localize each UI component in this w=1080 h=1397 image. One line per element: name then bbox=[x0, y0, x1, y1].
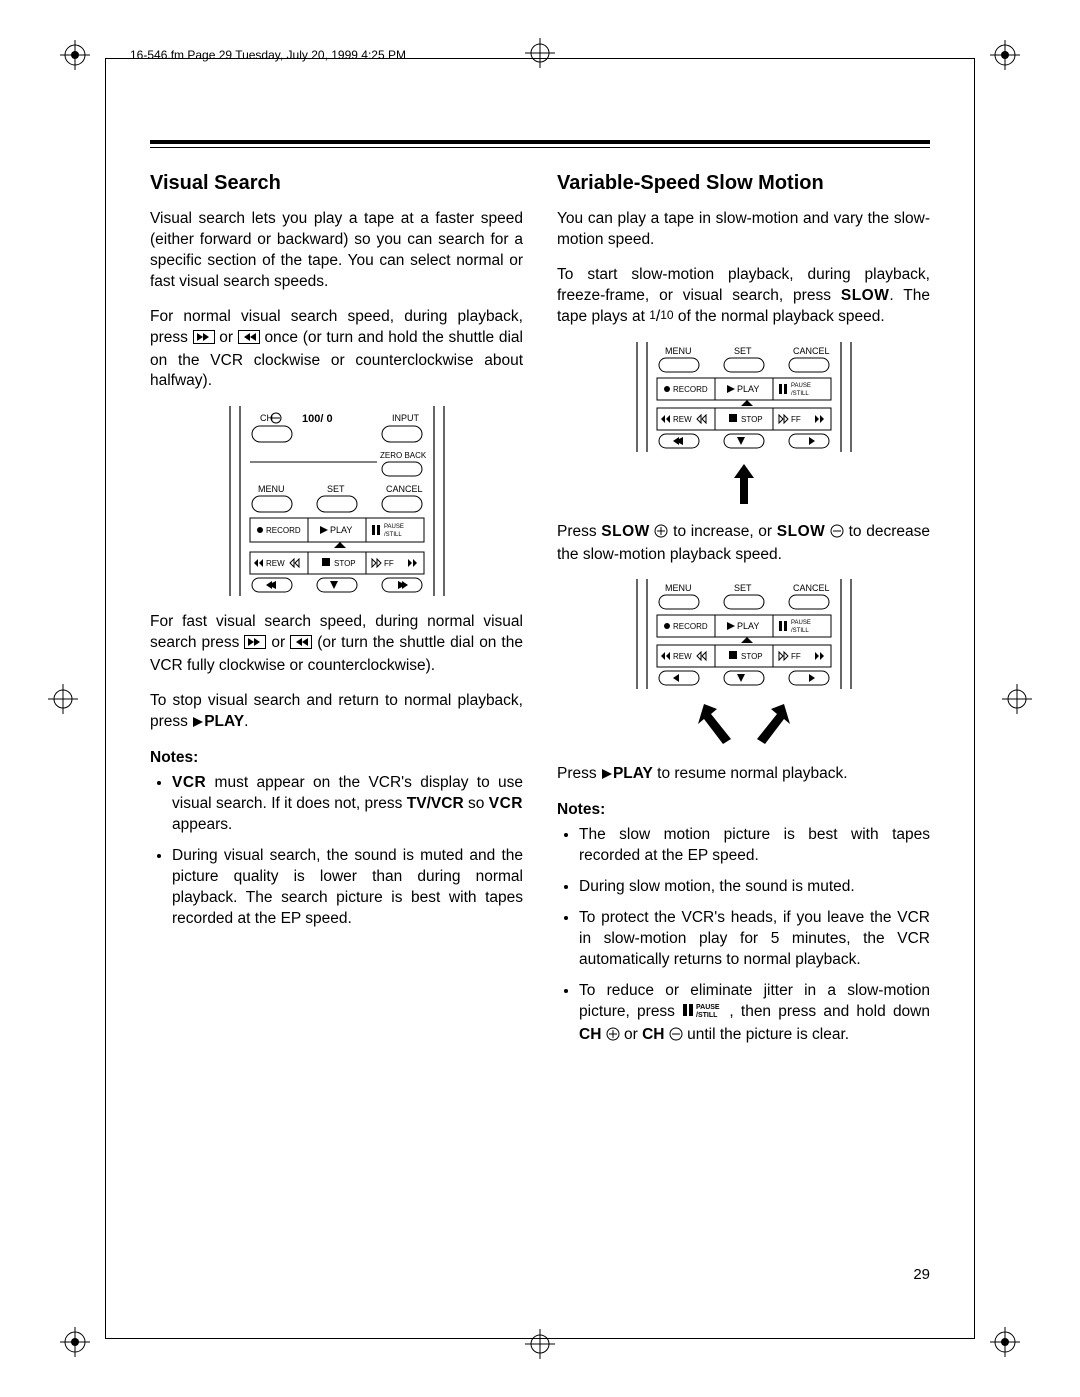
crop-mark-mr bbox=[1002, 684, 1032, 714]
crop-mark-tr bbox=[990, 40, 1020, 70]
remote-diagram-small-2: MENU SET CANCEL RECORD PLAY PAUSE/STILL RE… bbox=[629, 579, 859, 689]
svg-text:MENU: MENU bbox=[665, 346, 692, 356]
frame-right bbox=[974, 58, 975, 1339]
remote-diagram-small-1: MENU SET CANCEL RECORD PLAY PAUSE/STILL RE… bbox=[629, 342, 859, 452]
play-icon bbox=[601, 766, 613, 787]
svg-text:PAUSE: PAUSE bbox=[384, 524, 404, 530]
ff-icon bbox=[193, 330, 215, 351]
minus-circle-icon bbox=[669, 1027, 683, 1048]
svg-text:STOP: STOP bbox=[741, 652, 763, 661]
svg-text:CANCEL: CANCEL bbox=[386, 484, 423, 494]
notes-list-right: The slow motion picture is best with tap… bbox=[557, 825, 930, 1047]
svg-text:RECORD: RECORD bbox=[673, 385, 708, 394]
double-rule bbox=[150, 140, 930, 148]
svg-text:RECORD: RECORD bbox=[673, 622, 708, 631]
rew-icon bbox=[238, 330, 260, 351]
svg-text:REW: REW bbox=[673, 415, 692, 424]
crop-mark-ml bbox=[48, 684, 78, 714]
svg-text:SET: SET bbox=[734, 346, 752, 356]
svg-text:/STILL: /STILL bbox=[791, 391, 809, 397]
sm-p2: To start slow-motion playback, during pl… bbox=[557, 265, 930, 328]
svg-text:SET: SET bbox=[327, 484, 345, 494]
svg-text:SET: SET bbox=[734, 583, 752, 593]
note-r4: To reduce or eliminate jitter in a slow-… bbox=[579, 981, 930, 1048]
svg-text:MENU: MENU bbox=[258, 484, 285, 494]
frame-bottom bbox=[105, 1338, 975, 1339]
note-r1: The slow motion picture is best with tap… bbox=[579, 825, 930, 867]
play-icon bbox=[192, 714, 204, 735]
heading-slow-motion: Variable-Speed Slow Motion bbox=[557, 172, 930, 195]
svg-text:PAUSE: PAUSE bbox=[791, 620, 811, 626]
notes-heading-left: Notes: bbox=[150, 749, 523, 767]
svg-text:CANCEL: CANCEL bbox=[793, 583, 830, 593]
notes-heading-right: Notes: bbox=[557, 801, 930, 819]
svg-text:PAUSE: PAUSE bbox=[791, 383, 811, 389]
arrow-up bbox=[557, 462, 930, 512]
sm-p4: Press PLAY to resume normal playback. bbox=[557, 764, 930, 787]
page-number: 29 bbox=[913, 1266, 930, 1283]
svg-text:STOP: STOP bbox=[334, 559, 356, 568]
remote-diagram-large: CH 100/ 0 INPUT ZERO BACK MENU SET CANCE… bbox=[222, 406, 452, 596]
svg-text:RECORD: RECORD bbox=[266, 526, 301, 535]
sm-p1: You can play a tape in slow-motion and v… bbox=[557, 209, 930, 251]
svg-text:/STILL: /STILL bbox=[696, 1012, 718, 1018]
vs-p1: Visual search lets you play a tape at a … bbox=[150, 209, 523, 293]
svg-text:FF: FF bbox=[384, 559, 394, 568]
note-l1: VCR must appear on the VCR's display to … bbox=[172, 773, 523, 836]
svg-text:REW: REW bbox=[673, 652, 692, 661]
crop-mark-tl bbox=[60, 40, 90, 70]
crop-mark-bl bbox=[60, 1327, 90, 1357]
crop-mark-mb bbox=[525, 1329, 555, 1359]
page: 16-546.fm Page 29 Tuesday, July 20, 1999… bbox=[0, 0, 1080, 1397]
svg-text:/STILL: /STILL bbox=[791, 628, 809, 634]
svg-text:FF: FF bbox=[791, 652, 801, 661]
svg-text:/STILL: /STILL bbox=[384, 532, 402, 538]
svg-text:STOP: STOP bbox=[741, 415, 763, 424]
heading-visual-search: Visual Search bbox=[150, 172, 523, 195]
plus-circle-icon bbox=[654, 524, 668, 545]
vs-p2: For normal visual search speed, during p… bbox=[150, 307, 523, 393]
svg-text:FF: FF bbox=[791, 415, 801, 424]
right-column: Variable-Speed Slow Motion You can play … bbox=[557, 172, 930, 1058]
content: Visual Search Visual search lets you pla… bbox=[150, 140, 930, 1277]
note-l2: During visual search, the sound is muted… bbox=[172, 846, 523, 930]
svg-text:MENU: MENU bbox=[665, 583, 692, 593]
minus-circle-icon bbox=[830, 524, 844, 545]
svg-text:PLAY: PLAY bbox=[737, 621, 759, 631]
crop-mark-mt bbox=[525, 38, 555, 68]
svg-text:ZERO BACK: ZERO BACK bbox=[380, 451, 427, 460]
pause-still-icon: PAUSE/STILL bbox=[682, 1002, 722, 1025]
left-column: Visual Search Visual search lets you pla… bbox=[150, 172, 523, 1058]
note-r3: To protect the VCR's heads, if you leave… bbox=[579, 908, 930, 971]
svg-text:PLAY: PLAY bbox=[330, 525, 352, 535]
header-text: 16-546.fm Page 29 Tuesday, July 20, 1999… bbox=[130, 48, 406, 62]
svg-text:PLAY: PLAY bbox=[737, 384, 759, 394]
svg-text:REW: REW bbox=[266, 559, 285, 568]
arrows-diag bbox=[557, 699, 930, 754]
vs-p4: To stop visual search and return to norm… bbox=[150, 691, 523, 735]
svg-text:INPUT: INPUT bbox=[392, 413, 420, 423]
ff-icon bbox=[244, 635, 266, 656]
notes-list-left: VCR must appear on the VCR's display to … bbox=[150, 773, 523, 929]
svg-text:PAUSE: PAUSE bbox=[696, 1004, 720, 1011]
note-r2: During slow motion, the sound is muted. bbox=[579, 877, 930, 898]
plus-circle-icon bbox=[606, 1027, 620, 1048]
svg-text:100/ 0: 100/ 0 bbox=[302, 413, 333, 425]
crop-mark-br bbox=[990, 1327, 1020, 1357]
sm-p3: Press SLOW to increase, or SLOW to decre… bbox=[557, 522, 930, 566]
frame-left bbox=[105, 58, 106, 1339]
rew-icon bbox=[290, 635, 312, 656]
vs-p3: For fast visual search speed, during nor… bbox=[150, 612, 523, 677]
svg-text:CANCEL: CANCEL bbox=[793, 346, 830, 356]
